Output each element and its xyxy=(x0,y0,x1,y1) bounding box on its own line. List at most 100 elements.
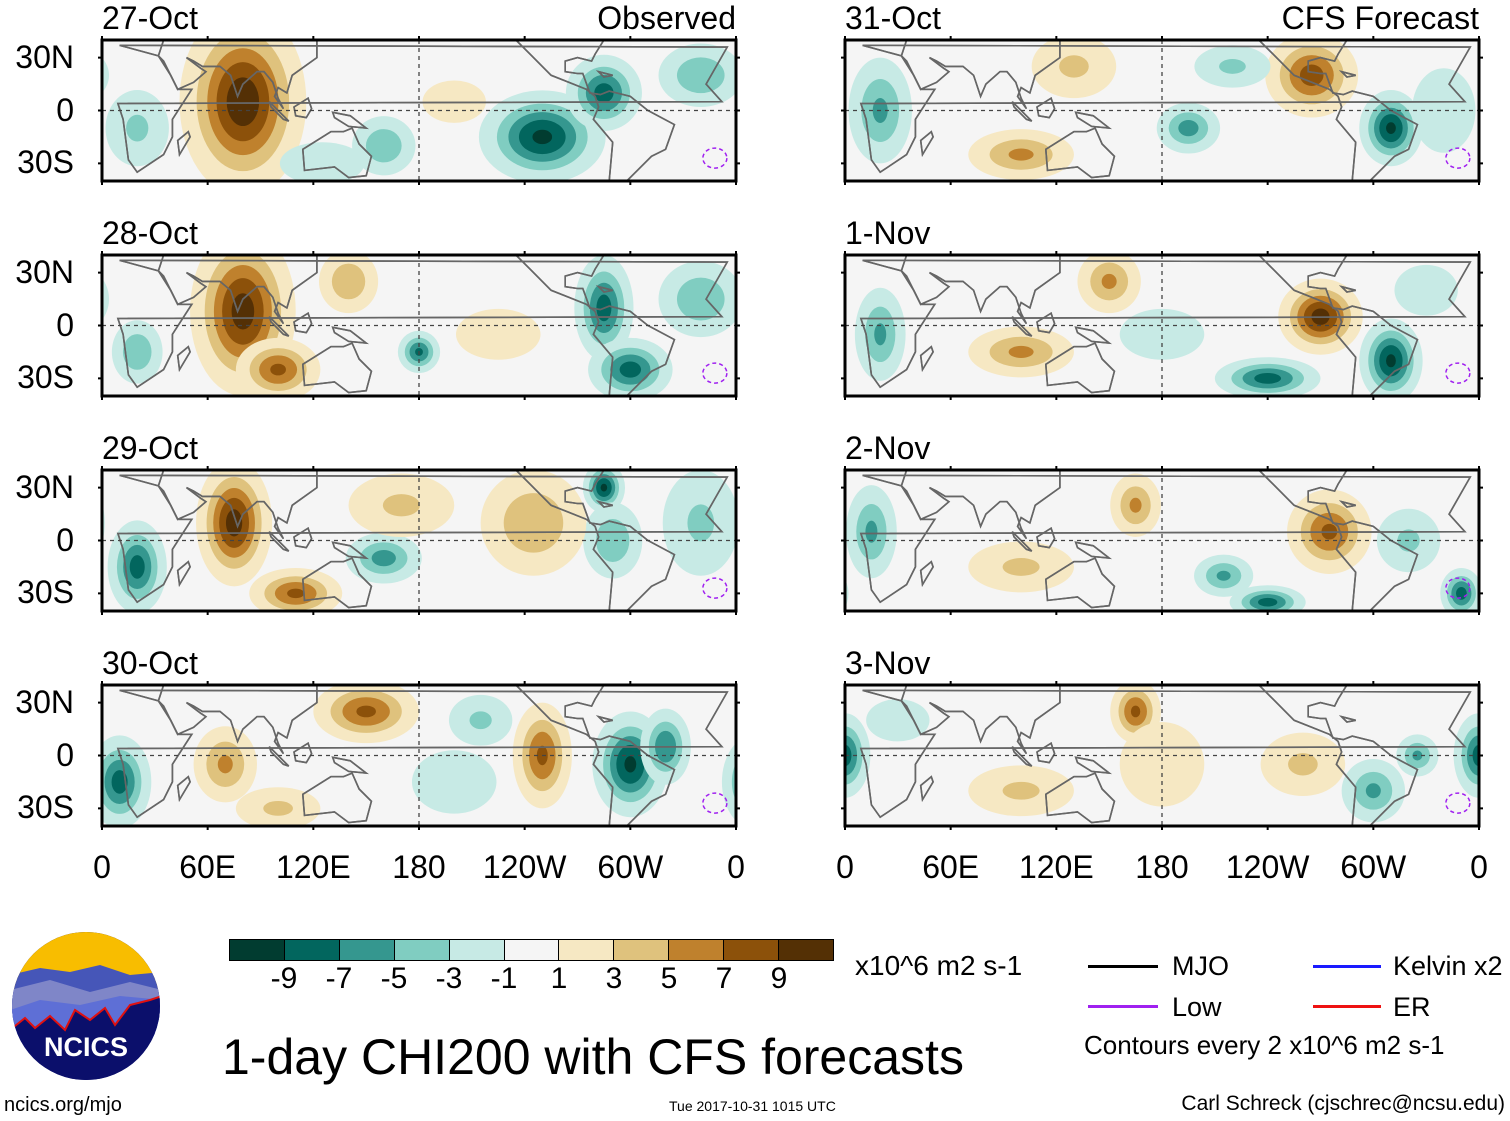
anomaly-contour xyxy=(102,57,110,93)
coastline xyxy=(1074,756,1112,775)
coastline xyxy=(116,259,729,389)
coastline xyxy=(116,44,729,174)
website-link[interactable]: ncics.org/mjo xyxy=(4,1094,122,1116)
longitude-label: 0 xyxy=(1470,849,1488,885)
coastline xyxy=(1074,541,1112,560)
longitude-label: 120W xyxy=(1225,849,1310,885)
latitude-label: 30N xyxy=(15,683,74,720)
latitude-label: 30S xyxy=(17,359,74,396)
low-contour xyxy=(702,147,728,169)
coastline xyxy=(176,345,191,372)
coastline xyxy=(595,500,613,508)
coastline xyxy=(1036,741,1056,764)
coastline xyxy=(900,470,1061,540)
longitude-label: 120E xyxy=(275,849,351,885)
latitude-label: 30N xyxy=(15,468,74,505)
latitude-label: 0 xyxy=(56,306,74,343)
latitude-label: 30S xyxy=(17,574,74,611)
anomaly-contour xyxy=(231,293,255,330)
anomaly-contour xyxy=(331,263,366,300)
coastline xyxy=(301,772,373,824)
anomaly-contour xyxy=(503,493,564,553)
chi200-map xyxy=(841,251,1483,400)
colorbar-swatch xyxy=(394,940,450,960)
anomaly-contour xyxy=(1254,373,1282,384)
legend-line-mjo xyxy=(1088,965,1158,968)
anomaly-contour xyxy=(1386,122,1396,135)
author-credit: Carl Schreck (cjschrec@ncsu.edu) xyxy=(1181,1092,1505,1115)
coastline xyxy=(157,40,318,110)
coastline xyxy=(859,689,1472,819)
coastline xyxy=(1338,70,1356,78)
coastline xyxy=(157,685,318,755)
coastline xyxy=(293,311,313,334)
anomaly-contour xyxy=(865,520,878,543)
colorbar-swatch xyxy=(669,940,725,960)
anomaly-contour xyxy=(279,142,365,181)
anomaly-contour xyxy=(1178,120,1199,137)
coastline xyxy=(919,560,934,587)
coastline xyxy=(176,775,191,802)
anomaly-contour xyxy=(1129,497,1142,513)
contour-note: Contours every 2 x10^6 m2 s-1 xyxy=(1084,1030,1445,1060)
anomaly-contour xyxy=(371,550,396,567)
anomaly-contour xyxy=(102,278,110,321)
coastline xyxy=(900,685,1061,755)
colorbar-label: -5 xyxy=(380,962,408,995)
longitude-label: 0 xyxy=(836,849,854,885)
panel-date-label: 3-Nov xyxy=(845,645,931,681)
coastline xyxy=(1036,96,1056,119)
anomaly-contour xyxy=(739,760,740,804)
longitude-label: 60W xyxy=(1340,849,1407,885)
coastline xyxy=(157,255,318,325)
coastline xyxy=(859,474,1472,604)
coastline xyxy=(514,685,676,826)
coastline xyxy=(1044,127,1116,179)
coastline xyxy=(293,96,313,119)
anomaly-contour xyxy=(382,494,420,517)
coastline xyxy=(514,470,676,611)
coastline xyxy=(1011,101,1033,122)
panel-date-label: 29-Oct xyxy=(102,430,199,466)
coastline xyxy=(919,775,934,802)
panel-date-label: 28-Oct xyxy=(102,215,199,251)
anomaly-contour xyxy=(129,555,145,579)
anomaly-contour xyxy=(600,483,608,492)
coastline xyxy=(1011,316,1033,337)
colorbar-label: -9 xyxy=(270,962,298,995)
chi200-map xyxy=(98,466,740,615)
anomaly-contour xyxy=(126,114,149,142)
coastline xyxy=(331,111,369,130)
coastline xyxy=(1011,531,1033,552)
low-contour xyxy=(1445,792,1471,814)
anomaly-contour xyxy=(422,80,486,123)
coastline xyxy=(1036,526,1056,549)
coastline xyxy=(1338,285,1356,293)
anomaly-contour xyxy=(1101,273,1117,289)
colorbar-label: 7 xyxy=(715,962,733,995)
chi200-map xyxy=(98,251,740,400)
coastline xyxy=(301,557,373,609)
legend-line-low xyxy=(1088,1005,1158,1008)
legend-line-kelvin xyxy=(1313,965,1381,968)
colorbar-label: -7 xyxy=(325,962,353,995)
anomaly-contour xyxy=(111,770,128,794)
coastline xyxy=(268,531,290,552)
coastline xyxy=(1257,40,1419,181)
anomaly-contour xyxy=(287,588,305,599)
colorbar-label: 9 xyxy=(770,962,788,995)
coastline xyxy=(331,756,369,775)
anomaly-contour xyxy=(866,699,930,742)
coastline xyxy=(331,326,369,345)
low-contour xyxy=(702,792,728,814)
legend-label-kelvin: Kelvin x2 xyxy=(1393,951,1503,981)
colorbar-label: 5 xyxy=(660,962,678,995)
panel-type-label: CFS Forecast xyxy=(1281,0,1479,36)
coastline xyxy=(1338,715,1356,723)
low-contour xyxy=(702,362,728,384)
legend-label-er: ER xyxy=(1393,992,1431,1022)
anomaly-contour xyxy=(270,363,286,376)
anomaly-contour xyxy=(1386,354,1396,368)
coastline xyxy=(116,689,729,819)
anomaly-contour xyxy=(687,504,715,542)
